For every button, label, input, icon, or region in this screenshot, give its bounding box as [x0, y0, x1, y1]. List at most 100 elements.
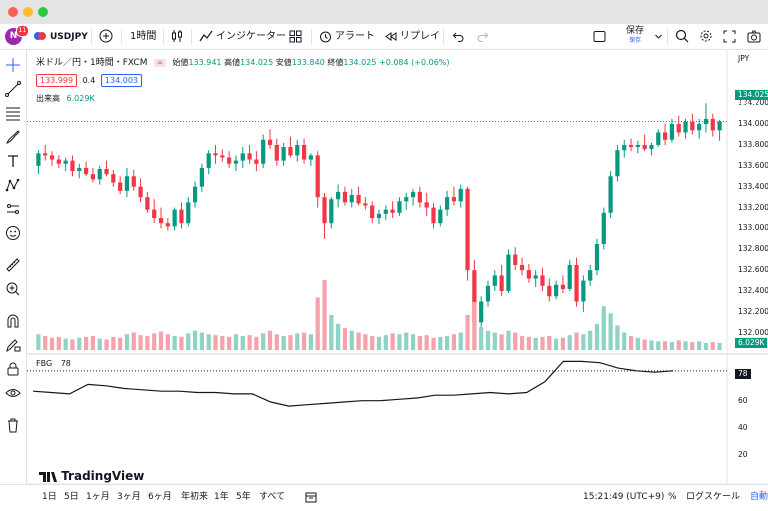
redo-button[interactable] [476, 24, 489, 49]
price-tick: 132.600 [738, 265, 768, 275]
range-button[interactable]: 1日 [42, 492, 57, 502]
icon-tool[interactable] [4, 224, 22, 242]
hide-drawings-tool[interactable] [4, 384, 22, 402]
symbol-label: USDJPY [50, 32, 88, 42]
range-button[interactable]: 5年 [236, 492, 251, 502]
calendar-jump-icon [305, 492, 317, 502]
settings-button[interactable] [699, 24, 713, 49]
save-menu-button[interactable] [654, 24, 663, 49]
range-button[interactable]: 5日 [64, 492, 79, 502]
indicators-button[interactable]: インジケーター [199, 24, 286, 49]
goto-date-button[interactable] [305, 485, 317, 511]
tradingview-logo: TradingView [39, 469, 144, 483]
measure-tool[interactable] [4, 256, 22, 274]
remove-drawings-tool[interactable] [4, 416, 22, 434]
volume-tag: 6.029K [735, 338, 768, 348]
currency-badge[interactable]: = [154, 59, 166, 67]
range-button[interactable]: 1年 [214, 492, 229, 502]
series-title: 米ドル／円・1時間・FXCM [36, 58, 148, 68]
prediction-tool[interactable] [4, 200, 22, 218]
candle-body [240, 153, 245, 161]
candle-body [152, 209, 157, 218]
clock-timezone[interactable]: 15:21:49 (UTC+9) [583, 492, 665, 502]
price-chart[interactable] [27, 50, 768, 484]
candle-body [710, 118, 715, 131]
divider [121, 29, 122, 44]
text-tool[interactable] [4, 152, 22, 170]
volume-bar [131, 332, 136, 350]
fullscreen-layout-button[interactable] [593, 24, 606, 49]
magnet-tool[interactable] [4, 312, 22, 330]
indicator-legend: FBG 78 [36, 359, 71, 368]
candle-body [322, 197, 327, 224]
auto-scale-toggle[interactable]: 自動 [750, 492, 768, 502]
volume-bar [669, 342, 675, 350]
log-scale-toggle[interactable]: ログスケール [686, 492, 741, 502]
lock-drawings-tool[interactable] [4, 360, 22, 378]
volume-bar [615, 325, 620, 350]
volume-bar [261, 333, 266, 350]
volume-bar [649, 340, 654, 350]
save-button[interactable]: 保存 保存 [620, 26, 650, 48]
candle-body [43, 153, 48, 156]
candle-body [622, 144, 627, 151]
snapshot-button[interactable] [747, 24, 761, 49]
candle-body [342, 191, 348, 203]
open-value: 133.941 [188, 58, 222, 67]
volume-bar [247, 335, 252, 350]
replay-button[interactable]: リプレイ [384, 24, 440, 49]
interval-button[interactable]: 1時間 [130, 31, 157, 42]
percent-scale-toggle[interactable]: % [668, 492, 677, 502]
volume-bar [513, 332, 518, 350]
smiley-icon [6, 226, 20, 240]
fullscreen-button[interactable] [723, 24, 736, 49]
chart-type-button[interactable] [170, 24, 184, 49]
divider [667, 29, 668, 44]
volume-bar [574, 332, 579, 350]
volume-bar [710, 342, 715, 350]
undo-button[interactable] [452, 24, 465, 49]
trash-icon [8, 418, 18, 433]
candle-body [574, 264, 579, 302]
trendline-tool[interactable] [4, 80, 22, 98]
sell-button[interactable]: 133.999 [36, 74, 78, 87]
volume-bar [697, 341, 702, 350]
candle-body [601, 212, 606, 245]
volume-bar [397, 334, 402, 350]
volume-bar [301, 332, 307, 350]
range-button[interactable]: すべて [259, 492, 286, 502]
minimize-window-button[interactable] [23, 7, 33, 17]
volume-bar [445, 336, 450, 350]
alert-button[interactable]: アラート [319, 24, 375, 49]
volume-bar [90, 336, 96, 350]
brush-tool[interactable] [4, 128, 22, 146]
maximize-window-button[interactable] [38, 7, 48, 17]
layouts-button[interactable] [289, 24, 302, 49]
candle-body [376, 213, 382, 218]
fib-tool[interactable] [4, 104, 22, 122]
crosshair-tool[interactable] [4, 56, 22, 74]
pattern-tool[interactable] [4, 176, 22, 194]
search-button[interactable] [675, 24, 689, 49]
zoom-tool[interactable] [4, 280, 22, 298]
range-button[interactable]: 年初来 [181, 492, 209, 502]
indicator-line [32, 360, 674, 407]
low-label: 安値 [275, 58, 292, 67]
close-window-button[interactable] [8, 7, 18, 17]
range-button[interactable]: 3ヶ月 [117, 492, 141, 502]
pencil-lock-icon [6, 339, 21, 353]
candle-body [315, 155, 320, 198]
range-button[interactable]: 1ヶ月 [86, 492, 110, 502]
buy-button[interactable]: 134.003 [100, 74, 143, 87]
volume-bar [308, 334, 313, 350]
price-axis-currency[interactable]: JPY [738, 54, 750, 63]
symbol-search-button[interactable]: USDJPY [34, 24, 88, 49]
grid-layout-icon [289, 30, 302, 42]
candle-body [431, 207, 436, 224]
range-button[interactable]: 6ヶ月 [148, 492, 172, 502]
stay-drawing-tool[interactable] [4, 336, 22, 354]
compare-symbol-button[interactable] [99, 24, 113, 49]
chart-area[interactable]: 米ドル／円・1時間・FXCM = 始値133.941 高値134.025 安値1… [27, 50, 768, 503]
bid-ask-panel: 133.999 0.4 134.003 [36, 74, 143, 87]
candle-body [172, 209, 177, 227]
